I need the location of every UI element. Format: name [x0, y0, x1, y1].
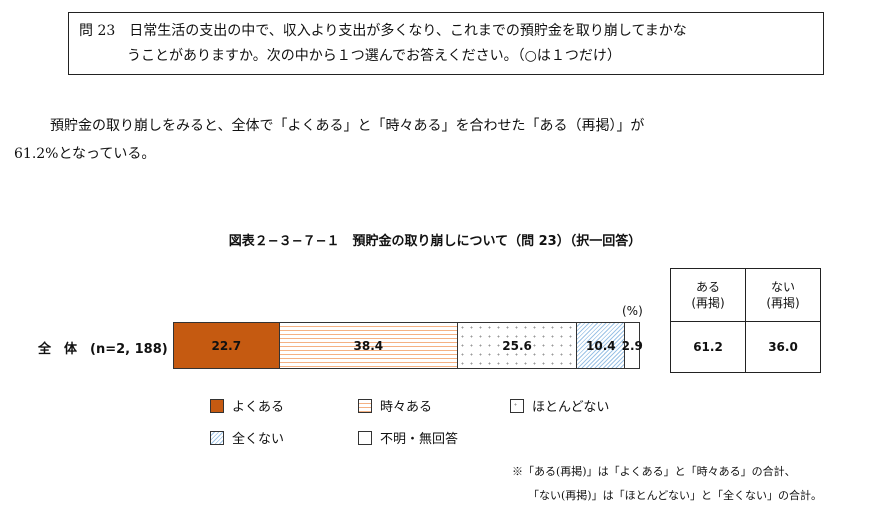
data-label: 22.7	[211, 338, 242, 353]
bar-segment-1: 38.4	[279, 323, 459, 368]
summary-table: ある (再掲) ない (再掲) 61.2 36.0	[670, 268, 821, 373]
data-label: 2.9	[621, 338, 643, 353]
question-box: 問 23 日常生活の支出の中で、収入より支出が多くなり、これまでの預貯金を取り崩…	[68, 12, 824, 75]
header-nai: ない (再掲)	[745, 268, 821, 322]
data-label: 25.6	[502, 338, 532, 353]
legend-swatch	[358, 430, 372, 445]
legend-swatch	[510, 398, 524, 413]
legend-item: 時々ある	[358, 396, 432, 415]
legend-swatch	[210, 398, 224, 413]
summary-paragraph: 預貯金の取り崩しをみると、全体で「よくある」と「時々ある」を合わせた「ある（再掲…	[14, 112, 854, 168]
footnote: ※「ある(再掲)」は「よくある」と「時々ある」の合計、 「ない(再掲)」は「ほと…	[512, 460, 822, 508]
bar-segment-4: 2.9	[622, 323, 643, 368]
paragraph-line-1: 預貯金の取り崩しをみると、全体で「よくある」と「時々ある」を合わせた「ある（再掲…	[50, 118, 645, 134]
legend-item: よくある	[210, 396, 284, 415]
bar-segment-3: 10.4	[577, 323, 626, 368]
value-aru: 61.2	[670, 321, 746, 373]
paragraph-line-2: 61.2%となっている。	[14, 146, 156, 162]
question-line-1: 問 23 日常生活の支出の中で、収入より支出が多くなり、これまでの預貯金を取り崩…	[79, 23, 687, 39]
data-label: 10.4	[586, 338, 616, 353]
bar-segment-0: 22.7	[174, 323, 280, 368]
question-line-2: うことがありますか。次の中から１つ選んでお答えください。（○は１つだけ）	[127, 48, 621, 64]
legend-item: 全くない	[210, 428, 284, 447]
stacked-bar: 22.7 38.4 25.6 10.4 2.9	[173, 322, 643, 369]
footnote-line-2: 「ない(再掲)」は「ほとんどない」と「全くない」の合計。	[528, 489, 823, 502]
legend-swatch	[210, 430, 224, 445]
row-label: 全 体 (n=2, 188)	[38, 342, 168, 357]
unit-label: (%)	[622, 304, 643, 318]
header-aru: ある (再掲)	[670, 268, 746, 322]
legend-item: 不明・無回答	[358, 428, 458, 447]
bar-segment-2: 25.6	[458, 323, 578, 368]
data-label: 38.4	[353, 338, 384, 353]
legend-swatch	[358, 398, 372, 413]
chart-title: 図表２−３−７−１ 預貯金の取り崩しについて（問 23）（択一回答）	[228, 234, 642, 249]
footnote-line-1: ※「ある(再掲)」は「よくある」と「時々ある」の合計、	[512, 465, 796, 478]
value-nai: 36.0	[745, 321, 821, 373]
legend-item: ほとんどない	[510, 396, 609, 415]
